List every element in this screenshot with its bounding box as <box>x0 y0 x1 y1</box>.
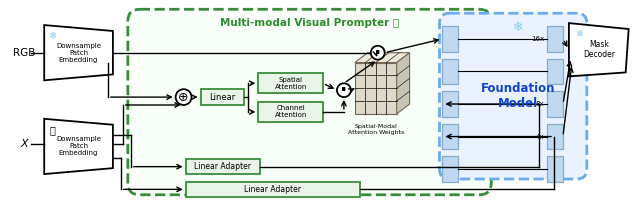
Text: Linear Adapter: Linear Adapter <box>244 185 301 194</box>
Bar <box>442 59 458 84</box>
Bar <box>200 89 244 105</box>
Text: Linear: Linear <box>209 93 236 102</box>
Text: Multi-modal Visual Prompter 🔥: Multi-modal Visual Prompter 🔥 <box>220 18 399 28</box>
Text: 8x: 8x <box>536 101 544 107</box>
Bar <box>442 26 458 52</box>
Bar <box>355 62 397 114</box>
Text: Downsample
Patch
Embedding: Downsample Patch Embedding <box>56 43 101 63</box>
Bar <box>442 91 458 117</box>
Text: ❄: ❄ <box>575 29 583 39</box>
Text: Linear Adapter: Linear Adapter <box>195 162 252 171</box>
FancyBboxPatch shape <box>128 9 492 195</box>
Text: ·: · <box>340 81 348 100</box>
Text: RGB: RGB <box>13 48 35 58</box>
Text: Spatial
Attention: Spatial Attention <box>275 77 307 90</box>
Text: ·: · <box>374 44 381 63</box>
Text: Channel
Attention: Channel Attention <box>275 105 307 119</box>
Text: 🔥: 🔥 <box>49 125 55 135</box>
Bar <box>547 59 563 84</box>
Text: Downsample
Patch
Embedding: Downsample Patch Embedding <box>56 136 101 156</box>
Polygon shape <box>44 119 113 174</box>
Polygon shape <box>44 25 113 80</box>
Polygon shape <box>397 53 410 114</box>
Bar <box>547 156 563 182</box>
Bar <box>442 124 458 149</box>
FancyBboxPatch shape <box>440 13 587 179</box>
Text: Mask
Decoder: Mask Decoder <box>583 40 615 59</box>
Text: 16x: 16x <box>531 36 544 42</box>
Bar <box>186 159 260 174</box>
Bar <box>442 156 458 182</box>
Polygon shape <box>569 23 628 76</box>
Bar <box>547 91 563 117</box>
Text: X: X <box>20 139 28 149</box>
Bar <box>259 102 323 122</box>
Text: ⊕: ⊕ <box>179 90 189 104</box>
Text: Spatial-Modal
Attention Weights: Spatial-Modal Attention Weights <box>348 124 404 135</box>
Text: Foundation
Model: Foundation Model <box>481 82 556 110</box>
Polygon shape <box>355 53 410 62</box>
Circle shape <box>371 46 385 60</box>
Text: ❄: ❄ <box>513 20 524 33</box>
Text: 4x: 4x <box>536 134 544 140</box>
Bar <box>259 73 323 93</box>
Circle shape <box>337 83 351 97</box>
Text: ❄: ❄ <box>48 31 56 41</box>
Circle shape <box>175 89 191 105</box>
Bar <box>547 26 563 52</box>
Bar <box>547 124 563 149</box>
Bar <box>186 182 360 197</box>
